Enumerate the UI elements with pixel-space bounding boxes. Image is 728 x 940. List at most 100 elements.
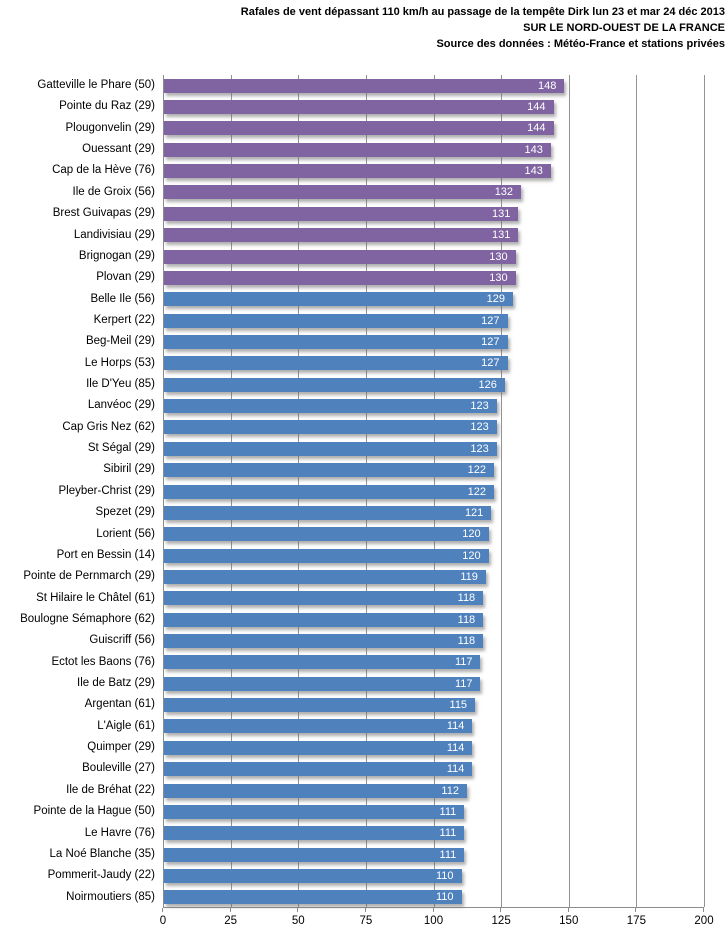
bar: 111: [164, 826, 465, 841]
x-axis-tick-label: 25: [224, 915, 238, 927]
bar: 130: [164, 270, 516, 285]
bar-value-label: 114: [446, 741, 465, 754]
bar: 131: [164, 228, 519, 243]
x-axis-tick-mark: [703, 908, 704, 912]
bar: 122: [164, 484, 494, 499]
bar: 127: [164, 313, 508, 328]
gridline-x-150: [568, 75, 570, 907]
bar: 115: [164, 698, 476, 713]
category-label: Ile de Bréhat (22): [66, 783, 155, 796]
bar: 143: [164, 164, 551, 179]
bar-value-label: 119: [460, 570, 478, 583]
bar: 127: [164, 356, 508, 371]
category-label: Le Havre (76): [84, 826, 155, 839]
bar: 130: [164, 249, 516, 264]
x-axis-tick-mark: [364, 908, 366, 912]
category-label: Sibiril (29): [103, 463, 155, 476]
x-axis-tick-mark: [229, 908, 231, 912]
bar-value-label: 117: [454, 656, 473, 669]
category-label: Pointe de Pernmarch (29): [23, 570, 155, 583]
bar: 132: [164, 185, 522, 200]
bar-value-label: 110: [436, 869, 454, 882]
chart-title: Rafales de vent dépassant 110 km/h au pa…: [0, 4, 725, 52]
category-label: Ile D'Yeu (85): [86, 378, 155, 391]
bar: 144: [164, 100, 554, 115]
x-axis-tick-label: 0: [159, 915, 167, 927]
category-label: Lorient (56): [96, 527, 155, 540]
category-label: L'Aigle (61): [97, 719, 155, 732]
category-label: Landivisiau (29): [73, 228, 155, 241]
bar: 111: [164, 804, 465, 819]
bar-value-label: 111: [439, 827, 457, 840]
bar-value-label: 143: [524, 143, 543, 156]
chart-title-line-3: Source des données : Météo-France et sta…: [436, 38, 725, 50]
bar-value-label: 127: [481, 314, 500, 327]
chart-title-line-2: SUR LE NORD-OUEST DE LA FRANCE: [523, 22, 725, 34]
bar: 123: [164, 441, 497, 456]
x-axis-tick-label: 150: [559, 915, 579, 927]
bar: 144: [164, 121, 554, 136]
bar-value-label: 118: [457, 635, 476, 647]
bar: 126: [164, 377, 505, 392]
bar-value-label: 123: [470, 400, 489, 413]
bar: 129: [164, 292, 513, 307]
bar-value-label: 144: [527, 101, 546, 114]
bar: 120: [164, 527, 489, 542]
x-axis-tick-mark: [500, 908, 502, 912]
x-axis-tick-label: 50: [291, 915, 305, 927]
category-label: Brest Guivapas (29): [52, 207, 155, 220]
gridline-x-175: [636, 75, 638, 907]
category-label: Cap de la Hève (76): [52, 164, 155, 177]
bar-value-label: 131: [491, 207, 511, 220]
category-label: Beg-Meil (29): [85, 335, 155, 348]
category-label: Ouessant (29): [82, 143, 155, 156]
gridline-x-200: [704, 75, 705, 907]
bar-value-label: 120: [462, 549, 481, 562]
bar-value-label: 118: [457, 613, 476, 626]
gridline-x-125: [501, 75, 503, 907]
category-label: Spezet (29): [95, 506, 155, 519]
bar-value-label: 131: [491, 229, 511, 242]
x-axis-tick-label: 175: [626, 915, 646, 927]
bar: 110: [164, 890, 462, 905]
category-label: Cap Gris Nez (62): [62, 420, 155, 433]
bar: 123: [164, 420, 497, 435]
category-label: St Hilaire le Châtel (61): [36, 591, 155, 604]
bar-value-label: 118: [457, 592, 476, 605]
category-label: Bouleville (27): [82, 762, 155, 775]
bar-value-label: 132: [494, 186, 514, 199]
bar: 143: [164, 142, 551, 157]
bar: 112: [164, 783, 467, 798]
bar: 123: [164, 399, 497, 414]
bar-value-label: 123: [470, 421, 489, 434]
bar-value-label: 122: [467, 485, 486, 498]
category-label: Port en Bessin (14): [56, 548, 155, 561]
bar: 114: [164, 740, 473, 755]
bar: 131: [164, 206, 519, 221]
category-label: Le Horps (53): [84, 356, 155, 369]
category-label: Ile de Batz (29): [77, 677, 155, 690]
x-axis-tick-label: 125: [491, 915, 511, 927]
bar-value-label: 121: [464, 506, 484, 519]
category-label: Ectot les Baons (76): [51, 655, 155, 668]
bar: 110: [164, 868, 462, 883]
x-axis-tick-mark: [432, 908, 434, 912]
chart-title-line-1: Rafales de vent dépassant 110 km/h au pa…: [240, 6, 725, 18]
category-label: Lanvéoc (29): [87, 399, 155, 412]
category-label: Belle Ile (56): [90, 292, 155, 305]
bar-value-label: 112: [441, 784, 459, 797]
category-label: Boulogne Sémaphore (62): [20, 612, 155, 625]
category-label: Plovan (29): [96, 271, 155, 284]
bar-value-label: 110: [436, 891, 454, 904]
bar-value-label: 127: [481, 357, 500, 370]
bar: 122: [164, 463, 494, 478]
bar: 120: [164, 548, 489, 563]
bar: 114: [164, 719, 473, 734]
category-label: Argentan (61): [84, 698, 155, 711]
bar: 118: [164, 612, 484, 627]
x-axis-tick-label: 75: [359, 915, 373, 927]
category-label: Brignogan (29): [78, 249, 155, 262]
category-label: Pleyber-Christ (29): [58, 484, 156, 497]
bar: 118: [164, 591, 484, 606]
